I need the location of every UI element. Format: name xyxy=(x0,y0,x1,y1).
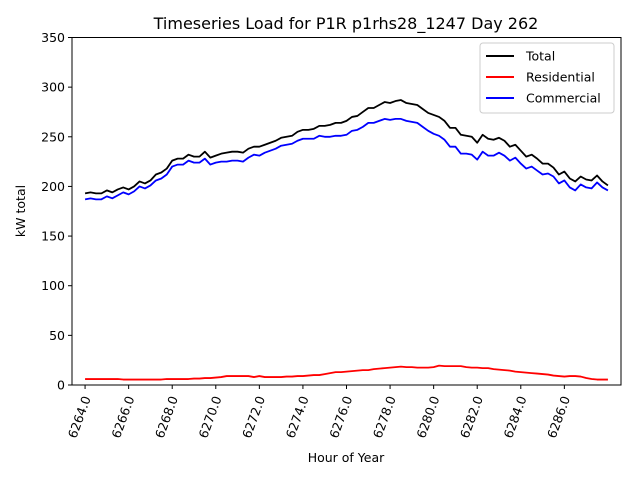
legend-label-commercial: Commercial xyxy=(526,91,601,106)
series-line-total xyxy=(84,99,609,195)
y-axis-ticks: 0 50 100 150 200 250 300 350 xyxy=(41,30,72,393)
y-tick-label: 150 xyxy=(41,229,65,244)
series-line-residential xyxy=(85,364,608,381)
legend: Total Residential Commercial xyxy=(479,42,615,114)
legend-box xyxy=(479,42,615,114)
series-layer xyxy=(84,99,609,381)
series-line-commercial xyxy=(84,118,609,201)
y-tick-label: 100 xyxy=(41,278,65,293)
y-tick-label: 250 xyxy=(41,129,65,144)
y-axis-label: kW total xyxy=(13,185,28,237)
y-tick-label: 200 xyxy=(41,179,65,194)
y-tick-label: 50 xyxy=(49,328,65,343)
y-tick-label: 0 xyxy=(57,378,65,393)
plot-frame xyxy=(71,37,622,386)
x-axis-label: Hour of Year xyxy=(308,450,385,465)
y-tick-label: 300 xyxy=(41,80,65,95)
legend-label-residential: Residential xyxy=(526,70,595,85)
legend-label-total: Total xyxy=(525,49,555,64)
y-tick-label: 350 xyxy=(41,30,65,45)
chart-title: Timeseries Load for P1R p1rhs28_1247 Day… xyxy=(153,14,539,34)
